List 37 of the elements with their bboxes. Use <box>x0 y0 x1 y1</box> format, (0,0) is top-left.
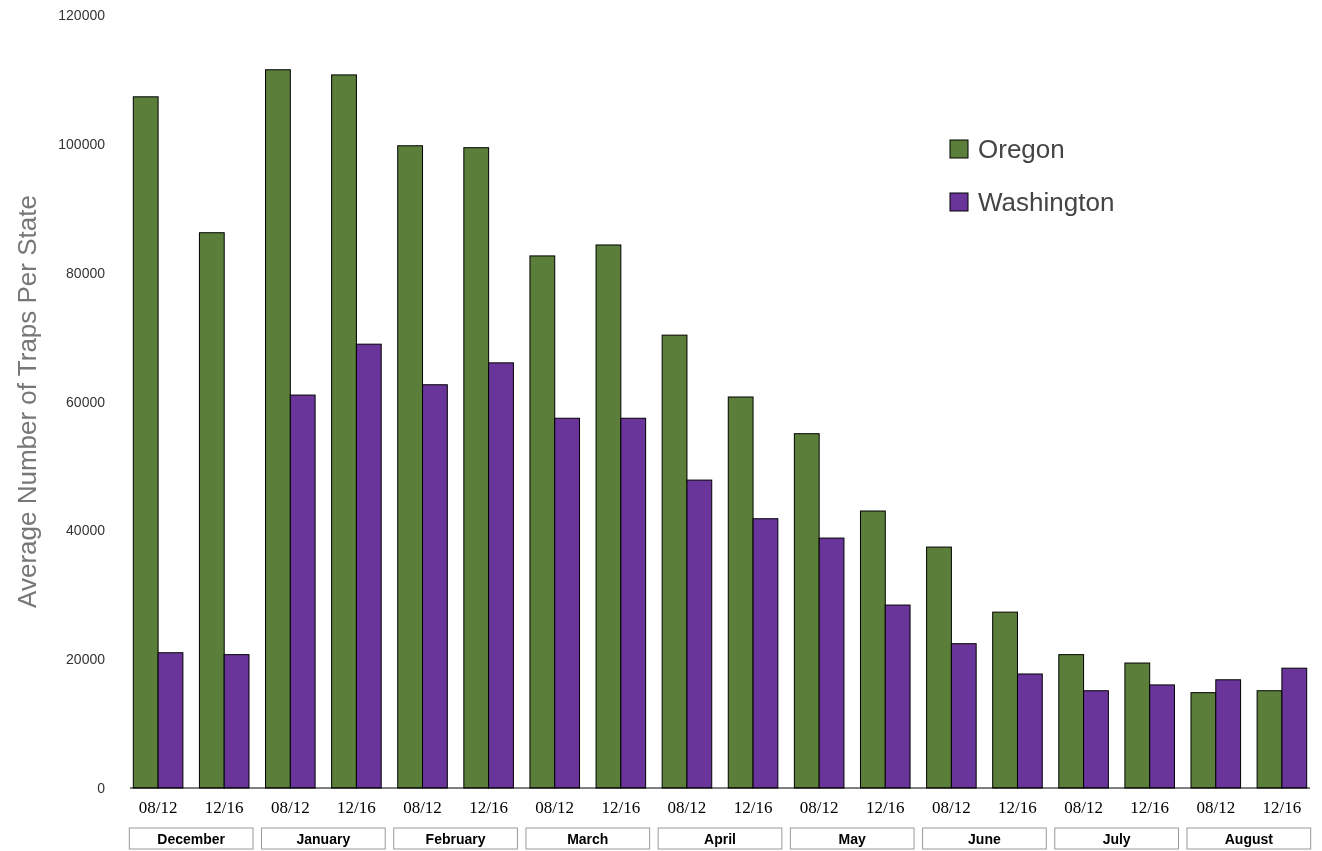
text: December <box>157 831 226 847</box>
x-tick-label: 12/16 <box>469 798 508 817</box>
x-tick-label: 12/16 <box>1262 798 1302 817</box>
y-tick-label: 0 <box>97 780 106 796</box>
y-axis-title: Average Number of Traps Per State <box>12 195 42 608</box>
y-tick-label: 20000 <box>66 651 106 668</box>
legend-label: Washington <box>978 187 1115 217</box>
text: January <box>296 831 351 847</box>
x-tick-label: 12/16 <box>204 798 244 817</box>
x-tick-label: 12/16 <box>601 798 641 817</box>
legend-label: Oregon <box>978 134 1065 164</box>
y-tick-label: 120000 <box>58 7 106 23</box>
x-tick-label: 08/12 <box>403 798 442 817</box>
y-tick-label: 80000 <box>66 264 106 281</box>
x-tick-label: 08/12 <box>932 798 971 817</box>
text: April <box>704 831 736 847</box>
x-tick-label: 12/16 <box>733 798 773 817</box>
text: June <box>968 831 1001 847</box>
text: February <box>425 831 486 847</box>
x-tick-label: 08/12 <box>535 798 575 817</box>
x-tick-label: 12/16 <box>865 798 905 817</box>
x-tick-label: 12/16 <box>998 798 1037 817</box>
x-tick-label: 08/12 <box>667 798 707 817</box>
x-tick-label: 08/12 <box>270 798 310 817</box>
x-tick-label: 08/12 <box>1064 798 1103 817</box>
x-tick-label: 08/12 <box>138 798 178 817</box>
text: July <box>1102 831 1131 847</box>
text: August <box>1224 831 1274 847</box>
y-tick-label: 60000 <box>66 393 106 410</box>
text: March <box>567 831 609 847</box>
x-tick-label: 12/16 <box>1130 798 1170 817</box>
y-tick-label: 40000 <box>66 522 106 539</box>
x-tick-label: 08/12 <box>799 798 839 817</box>
y-tick-label: 100000 <box>58 135 106 152</box>
x-tick-label: 12/16 <box>337 798 376 817</box>
x-tick-label: 08/12 <box>1196 798 1236 817</box>
text: May <box>838 831 867 847</box>
